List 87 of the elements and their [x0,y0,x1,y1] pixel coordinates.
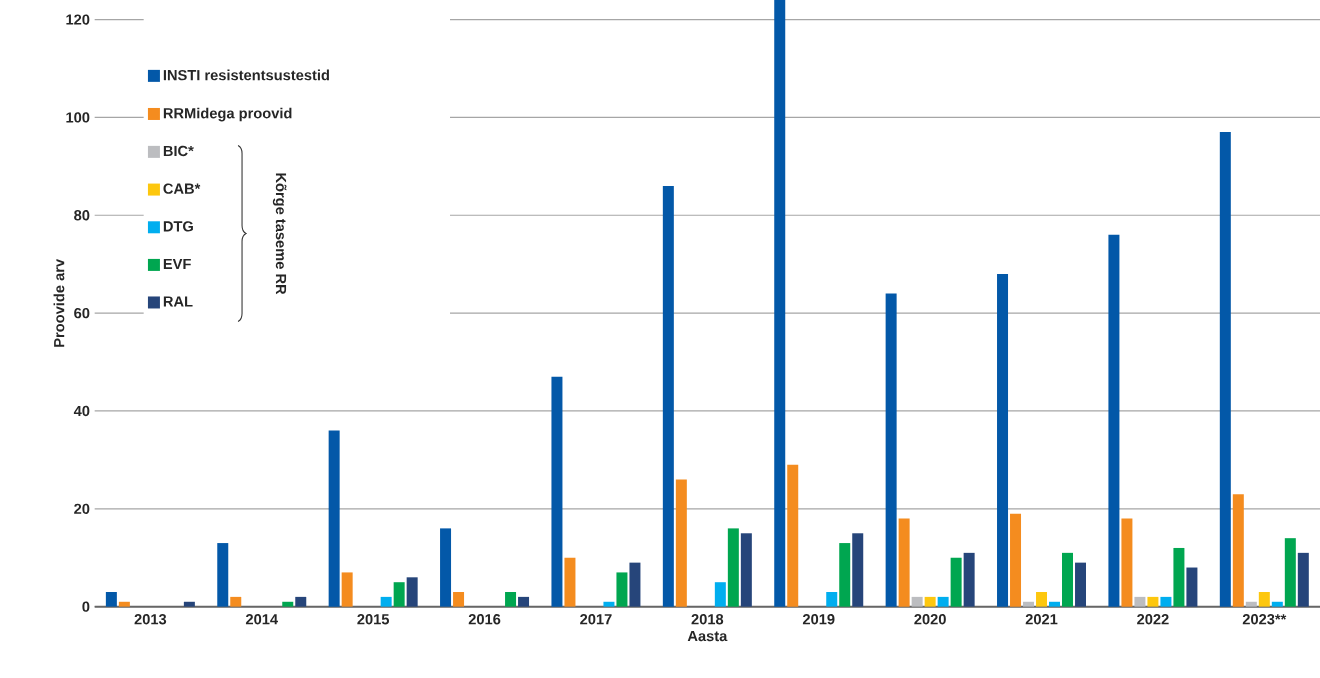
bar [295,596,307,607]
legend-label: INSTI resistentsustestid [163,69,329,81]
annotation: Kõrge taseme RR [272,173,287,295]
bar [950,557,962,607]
legend-label: DTG [163,221,193,232]
bar [1232,494,1244,607]
bar [898,518,910,607]
x-tick-label: 2022 [1137,614,1169,625]
bar [1245,601,1257,607]
bar [105,591,117,607]
legend-label: RRMidega proovid [163,107,292,122]
bar [924,596,936,607]
y-tick-label: 120 [66,14,90,25]
bar [1284,538,1296,607]
bar [380,596,392,607]
bar [1147,596,1159,607]
x-tick-label: 2021 [1025,614,1058,625]
bar [662,185,674,607]
bar [911,596,923,607]
bar [1160,596,1172,607]
bar [1108,234,1120,607]
bar [440,528,452,607]
bar [787,464,799,607]
y-axis-title: Proovide arv [53,258,65,347]
x-tick-label: 2014 [245,614,278,625]
bar [1036,591,1048,607]
bar [1271,601,1283,607]
bar [1297,552,1309,607]
bar [937,596,949,607]
bar [675,479,687,607]
bar [406,577,418,607]
bar [1258,591,1270,607]
bar [1121,518,1133,607]
bar [1186,567,1198,607]
bar [1023,601,1035,607]
y-tick-label: 40 [73,405,90,417]
bar [505,591,517,607]
bar [727,528,739,607]
bar [1049,601,1061,607]
bar [1173,547,1185,607]
bar [740,533,752,607]
x-tick-label: 2019 [802,614,835,625]
y-tick-label: 0 [82,601,90,612]
bar [453,591,465,607]
bar [1075,562,1087,607]
bar [629,562,641,607]
bar [341,572,353,607]
legend-label: EVF [163,258,191,269]
x-tick-label: 2016 [468,614,501,625]
bar [230,596,242,607]
legend-label: RAL [163,296,193,307]
x-tick-label: 2017 [580,614,612,625]
bar [616,572,628,607]
bar [217,543,229,607]
bar [774,0,786,607]
legend-label: CAB* [163,183,201,194]
x-tick-label: 2018 [691,614,724,625]
bar [839,543,851,607]
bar [963,552,975,607]
legend-label: BIC* [163,145,194,157]
x-tick-label: 2023** [1242,614,1287,625]
bar [118,601,130,607]
bar [603,601,615,607]
bar [885,293,897,607]
bar [1219,132,1231,607]
bar [183,601,195,607]
bar [328,430,340,607]
bar [1062,552,1074,607]
y-tick-label: 60 [74,307,90,319]
y-tick-label: 100 [66,112,90,123]
bar [826,591,838,607]
bar [551,376,563,607]
y-tick-label: 20 [74,503,90,515]
bar [518,596,530,607]
x-tick-label: 2020 [914,614,946,625]
x-axis-title: Aasta [687,630,728,642]
bar [714,582,726,607]
bar [393,582,405,607]
bar [1134,596,1146,607]
bar [852,533,864,607]
bar [564,557,576,607]
bar [282,601,294,607]
bar [997,273,1009,607]
y-tick-label: 80 [74,210,90,221]
x-tick-label: 2013 [134,614,167,625]
bar [1010,513,1022,607]
x-tick-label: 2015 [357,614,390,625]
